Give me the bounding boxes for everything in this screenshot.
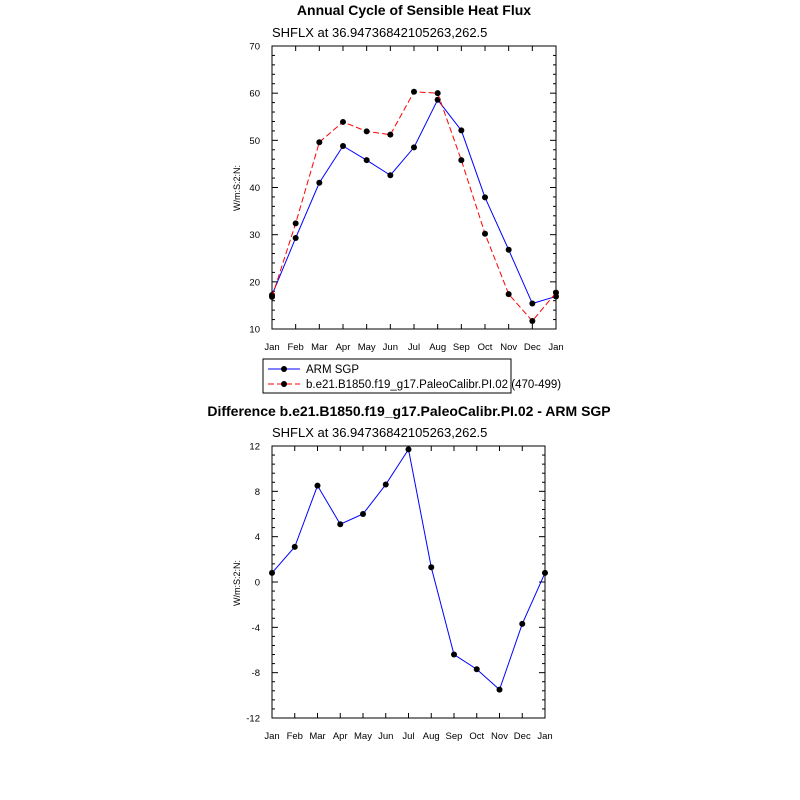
legend-marker-model [281,381,287,387]
legend-label-arm-sgp: ARM SGP [306,364,359,376]
x-tick-label: Jun [378,731,393,742]
data-point [411,144,417,151]
chart-title: Annual Cycle of Sensible Heat Flux [297,2,531,18]
y-tick-label: 0 [255,578,260,589]
data-point [411,88,417,95]
sensible-heat-flux-chart: Annual Cycle of Sensible Heat Flux SHFLX… [232,2,564,394]
y-tick-label: 8 [255,487,260,498]
y-tick-label: 40 [249,183,260,194]
legend-marker-arm-sgp [281,366,287,372]
y-tick-label: -8 [252,668,260,679]
data-point [292,234,299,241]
y-tick-label: 60 [249,89,260,100]
data-point [505,291,512,298]
x-tick-label: Sep [446,731,463,742]
y-tick-label: -4 [252,623,260,634]
x-tick-label: Oct [478,342,493,353]
data-point [316,139,323,146]
data-point [496,686,503,693]
data-point [269,569,275,576]
plot-frame [271,45,557,330]
data-point [529,317,536,324]
data-point [458,127,465,134]
legend-label-model: b.e21.B1850.f19_g17.PaleoCalibr.PI.02 (4… [306,379,561,391]
y-tick-label: 30 [249,230,260,241]
legend: ARM SGP b.e21.B1850.f19_g17.PaleoCalibr.… [262,358,561,394]
y-tick-label: 10 [249,325,260,336]
data-point [519,620,526,627]
data-point [505,246,512,253]
x-tick-label: Mar [311,342,327,353]
y-tick-label: 70 [249,42,260,53]
chart-subtitle: SHFLX at 36.94736842105263,262.5 [272,425,487,440]
data-point [360,511,366,517]
x-tick-label: May [358,342,376,353]
x-tick-label: Dec [524,342,541,353]
x-tick-label: Sep [453,342,470,353]
x-tick-label: Nov [500,342,517,353]
data-point [269,293,275,300]
x-tick-label: Dec [514,731,531,742]
y-tick-label: 4 [255,532,260,543]
data-point [428,564,435,571]
x-tick-label: Jul [402,731,414,742]
x-tick-label: Jul [408,342,420,353]
y-axis-label: W/m:S:2:N: [232,560,242,606]
x-tick-label: Nov [491,731,508,742]
x-tick-label: Mar [309,731,325,742]
data-point [382,481,389,488]
chart-subtitle: SHFLX at 36.94736842105263,262.5 [272,25,487,40]
y-tick-label: -12 [246,714,260,725]
data-point [316,179,323,186]
data-point [451,651,457,658]
x-tick-label: Jan [264,731,279,742]
plot-area: Jan Feb Mar Apr May Jun Jul Aug Sep Oct Nov Dec Jan-… [246,442,552,743]
data-point [387,172,394,179]
x-tick-label: Feb [287,342,303,353]
x-tick-label: Feb [287,731,303,742]
series-line-1 [271,91,557,322]
data-point [458,157,465,164]
x-tick-label: Apr [333,731,348,742]
data-point [405,446,412,453]
plot-area: Jan Feb Mar Apr May Jun Jul Aug Sep Oct Nov Dec Jan 1… [249,42,563,354]
x-tick-label: Apr [336,342,351,353]
data-point [482,230,488,237]
data-point [542,569,548,576]
x-tick-label: Aug [423,731,440,742]
x-tick-label: Jan [548,342,563,353]
data-point [482,194,488,201]
y-tick-label: 12 [249,442,260,453]
x-tick-label: Oct [469,731,484,742]
x-tick-label: Aug [429,342,446,353]
data-point [314,482,321,489]
x-tick-label: Jan [264,342,279,353]
data-point [363,128,370,135]
x-tick-label: Jan [537,731,552,742]
data-point [529,300,536,307]
legend-box [262,358,512,394]
data-point [387,131,394,138]
series-line-0 [271,98,557,305]
data-point [363,157,370,164]
data-point [292,220,299,227]
x-tick-label: May [354,731,372,742]
x-tick-label: Jun [383,342,398,353]
data-point [340,142,346,149]
y-tick-label: 20 [249,277,260,288]
series-line-0 [271,448,546,691]
data-point [553,289,559,296]
data-point [434,90,441,97]
chart-title: Difference b.e21.B1850.f19_g17.PaleoCali… [207,403,610,419]
y-axis-label: W/m:S:2:N: [232,165,242,211]
data-point [473,666,480,673]
data-point [291,543,298,550]
data-point [340,118,346,125]
difference-chart: Difference b.e21.B1850.f19_g17.PaleoCali… [207,403,610,742]
data-point [337,521,344,528]
y-tick-label: 50 [249,136,260,147]
